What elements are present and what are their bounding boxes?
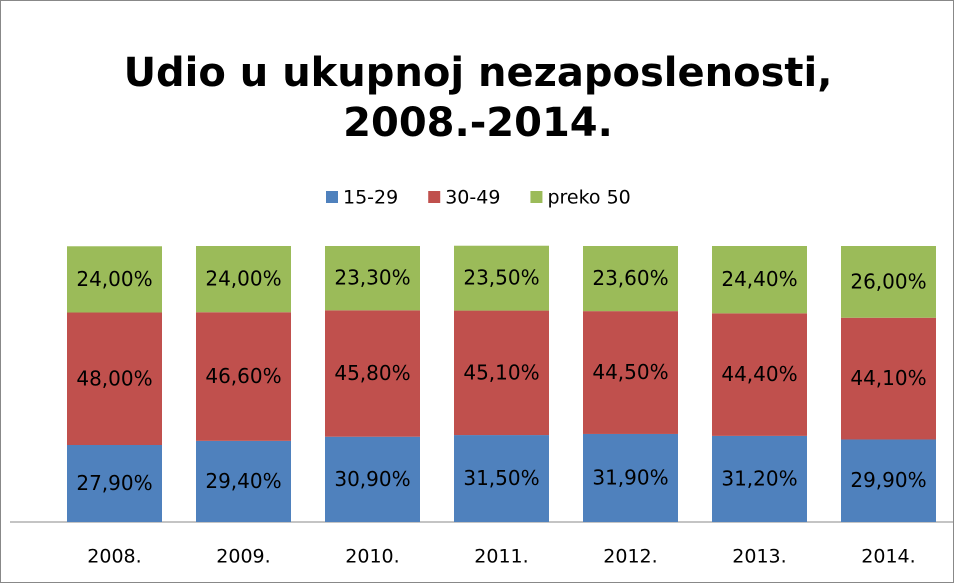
chart-title: 2008.-2014. [343, 100, 613, 146]
data-label: 24,40% [721, 267, 797, 291]
bar-segment [841, 246, 936, 318]
data-label: 45,80% [334, 361, 410, 385]
bar-segment [196, 312, 291, 441]
bar-segment [583, 311, 678, 434]
bar-segment [583, 433, 678, 522]
data-label: 48,00% [76, 366, 152, 390]
data-label: 30,90% [334, 467, 410, 491]
bar-segment [196, 246, 291, 313]
data-label: 44,10% [850, 366, 926, 390]
data-label: 23,50% [463, 266, 539, 290]
bar-segment [841, 439, 936, 522]
data-label: 31,90% [592, 465, 668, 489]
x-tick-label: 2011. [474, 546, 528, 568]
bar-segment [712, 313, 807, 436]
data-label: 44,50% [592, 360, 668, 384]
data-label: 29,90% [850, 468, 926, 492]
data-label: 31,20% [721, 466, 797, 490]
bar-segment [67, 246, 162, 313]
data-label: 26,00% [850, 269, 926, 293]
bar-segment [712, 435, 807, 522]
legend-text: 15-29 [343, 187, 398, 209]
bar-segment [67, 312, 162, 445]
legend-text: 30-49 [445, 187, 500, 209]
x-tick-label: 2008. [87, 546, 141, 568]
data-label: 27,90% [76, 471, 152, 495]
data-label: 29,40% [205, 469, 281, 493]
data-label: 46,60% [205, 364, 281, 388]
chart-title: Udio u ukupnoj nezaposlenosti, [124, 50, 833, 96]
data-label: 23,60% [592, 266, 668, 290]
data-label: 24,00% [76, 267, 152, 291]
bar-segment [583, 246, 678, 312]
x-tick-label: 2013. [732, 546, 786, 568]
data-label: 23,30% [334, 266, 410, 290]
bar-segment [325, 310, 420, 437]
bar-segment [712, 246, 807, 314]
bar-segment [841, 317, 936, 440]
bar-segment [196, 440, 291, 522]
legend-text: preko 50 [547, 187, 630, 209]
bar-segment [454, 435, 549, 522]
x-tick-label: 2012. [603, 546, 657, 568]
bar-segment [325, 246, 420, 311]
x-tick-label: 2009. [216, 546, 270, 568]
data-label: 44,40% [721, 362, 797, 386]
legend-swatch [428, 191, 441, 203]
data-label: 45,10% [463, 360, 539, 384]
bar-segment [325, 436, 420, 522]
x-tick-label: 2014. [861, 546, 915, 568]
data-label: 31,50% [463, 466, 539, 490]
bar-segment [454, 310, 549, 436]
legend-swatch [530, 191, 543, 203]
bar-segment [67, 444, 162, 522]
data-label: 24,00% [205, 267, 281, 291]
legend-swatch [326, 191, 338, 203]
bar-segment [454, 245, 549, 311]
x-tick-label: 2010. [345, 546, 399, 568]
